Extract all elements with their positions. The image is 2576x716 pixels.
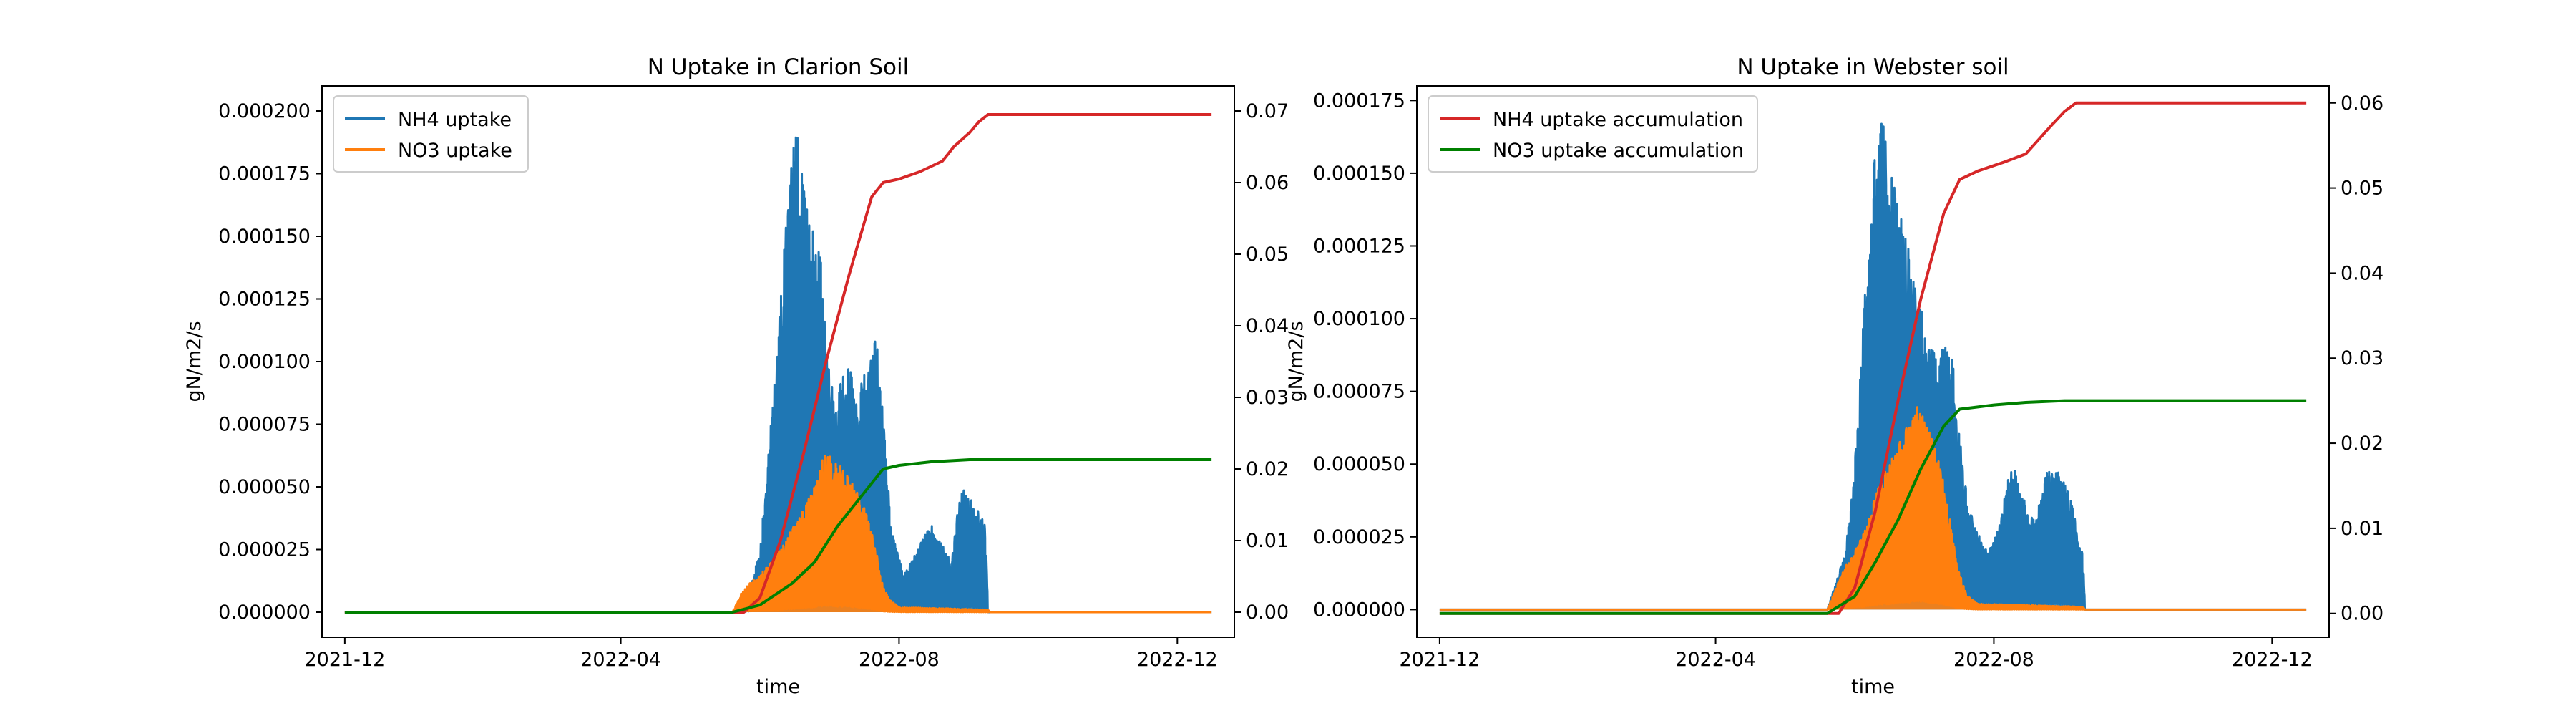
y-tick-label: 0.000175 [1313,90,1405,112]
x-tick-label: 2022-12 [1137,649,1218,671]
y2-tick-label: 0.05 [2341,178,2384,200]
y-tick-label: 0.000175 [218,163,311,185]
y-tick-label: 0.000075 [1313,381,1405,403]
y-tick-label: 0.000200 [218,100,311,122]
y-tick-label: 0.000000 [1313,599,1405,621]
y-tick-label: 0.000050 [1313,453,1405,475]
series-1-line [1438,406,2308,611]
chart-title: N Uptake in Webster soil [1737,54,2009,80]
y-tick-label: 0.000050 [218,476,311,498]
y2-tick-label: 0.07 [1246,100,1289,122]
y-axis-label: gN/m2/s [1285,321,1307,402]
x-tick-label: 2022-12 [2232,649,2313,671]
y-tick-label: 0.000025 [1313,526,1405,548]
y2-tick-label: 0.06 [1246,172,1289,194]
y-tick-label: 0.000125 [218,289,311,311]
legend-entry-label: NO3 uptake [398,140,512,162]
y-tick-label: 0.000150 [1313,163,1405,185]
x-tick-label: 2021-12 [304,649,385,671]
series-layer [343,113,1213,614]
chart-title: N Uptake in Clarion Soil [648,54,909,80]
legend-box [1428,95,1758,173]
legend-entry-label: NO3 uptake accumulation [1493,140,1744,162]
y2-tick-label: 0.00 [2341,603,2384,625]
series-layer [1438,101,2308,615]
x-tick-label: 2022-08 [1953,649,2034,671]
series-2-line [344,113,1212,614]
y-tick-label: 0.000125 [1313,235,1405,257]
y-tick-label: 0.000000 [218,601,311,624]
y2-tick-label: 0.06 [2341,92,2384,115]
y2-tick-label: 0.03 [2341,347,2384,369]
x-axis-label: time [1851,676,1895,698]
y-tick-label: 0.000075 [218,414,311,436]
y2-tick-label: 0.02 [1246,458,1289,480]
series-2-line [1439,101,2307,615]
series-3-line [344,458,1212,614]
legend-entry-label: NH4 uptake [398,109,512,131]
y-tick-label: 0.000100 [218,351,311,373]
y2-tick-label: 0.04 [2341,262,2384,284]
y2-tick-label: 0.01 [1246,530,1289,552]
series-3-line [1439,399,2307,615]
x-axis-label: time [756,676,800,698]
x-tick-label: 2021-12 [1399,649,1480,671]
y2-tick-label: 0.03 [1246,387,1289,409]
y2-tick-label: 0.05 [1246,243,1289,266]
x-tick-label: 2022-04 [1675,649,1756,671]
webster-chart-panel: 2021-12 2022-04 2022-08 2022-12 0.000000 0.00… [1285,54,2384,698]
legend-box [333,95,529,173]
x-tick-label: 2022-04 [580,649,661,671]
y2-tick-label: 0.02 [2341,432,2384,455]
legend-entry-label: NH4 uptake accumulation [1493,109,1743,131]
x-tick-label: 2022-08 [859,649,940,671]
y-tick-label: 0.000100 [1313,308,1405,330]
y2-tick-label: 0.00 [1246,601,1289,624]
y2-tick-label: 0.04 [1246,315,1289,337]
y-axis-label: gN/m2/s [183,321,205,402]
y2-tick-label: 0.01 [2341,518,2384,540]
legend: NH4 uptake NO3 uptake [333,95,529,173]
legend: NH4 uptake accumulation NO3 uptake accumu… [1428,95,1758,173]
y-tick-label: 0.000150 [218,226,311,248]
plot-frame [1416,85,2330,638]
y-tick-label: 0.000025 [218,539,311,561]
clarion-chart-panel: 2021-12 2022-04 2022-08 2022-12 0.000000 0.00… [183,54,1289,698]
